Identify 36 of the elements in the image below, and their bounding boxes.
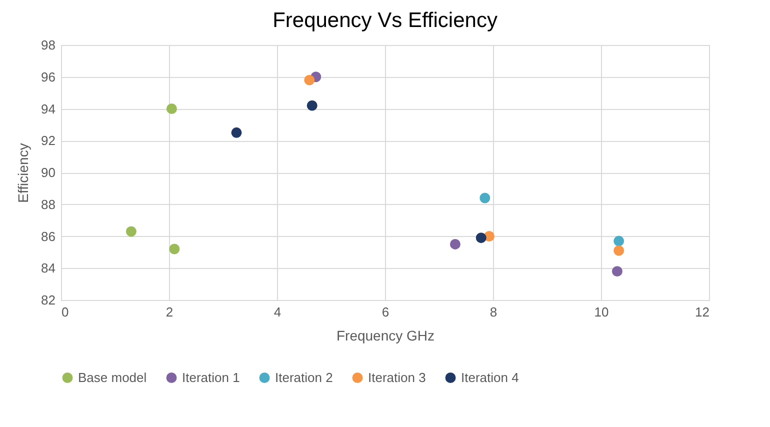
legend-label: Base model	[78, 370, 147, 385]
point	[614, 245, 624, 256]
point	[614, 236, 624, 246]
x-tick-label: 12	[695, 304, 710, 320]
point	[166, 104, 177, 114]
legend-label: Iteration 3	[368, 370, 426, 385]
x-axis-title: Frequency GHz	[336, 328, 435, 344]
x-tick-label: 2	[166, 304, 174, 320]
x-tick-label: 4	[274, 304, 282, 320]
x-tick-label: 0	[62, 304, 69, 320]
y-axis-title: Efficiency	[15, 143, 32, 203]
y-tick-label: 92	[41, 133, 56, 148]
point	[450, 238, 460, 250]
legend-label: Iteration 2	[275, 370, 333, 385]
y-tick-label: 96	[41, 69, 56, 84]
y-tick-label: 98	[41, 38, 56, 52]
x-tick-label: 8	[490, 304, 498, 320]
y-tick-label: 90	[41, 165, 56, 180]
point	[476, 232, 486, 244]
x-tick-label: 6	[382, 304, 390, 320]
point	[480, 192, 490, 204]
chart-title: Frequency Vs Efficiency	[272, 9, 498, 32]
point	[169, 244, 180, 254]
point	[231, 127, 242, 138]
legend-label: Iteration 4	[461, 370, 519, 385]
y-tick-label: 88	[41, 196, 56, 212]
x-tick-label: 10	[594, 304, 609, 320]
point	[126, 226, 136, 237]
y-tick-label: 84	[41, 260, 56, 276]
y-tick-label: 86	[41, 228, 56, 244]
legend-label: Iteration 1	[182, 370, 240, 385]
point	[306, 100, 318, 111]
point	[612, 266, 622, 277]
y-tick-label: 94	[41, 101, 56, 116]
y-tick-label: 82	[41, 292, 56, 308]
point	[304, 74, 315, 86]
